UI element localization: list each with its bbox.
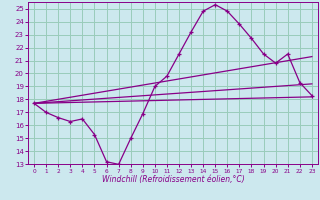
- X-axis label: Windchill (Refroidissement éolien,°C): Windchill (Refroidissement éolien,°C): [102, 175, 244, 184]
